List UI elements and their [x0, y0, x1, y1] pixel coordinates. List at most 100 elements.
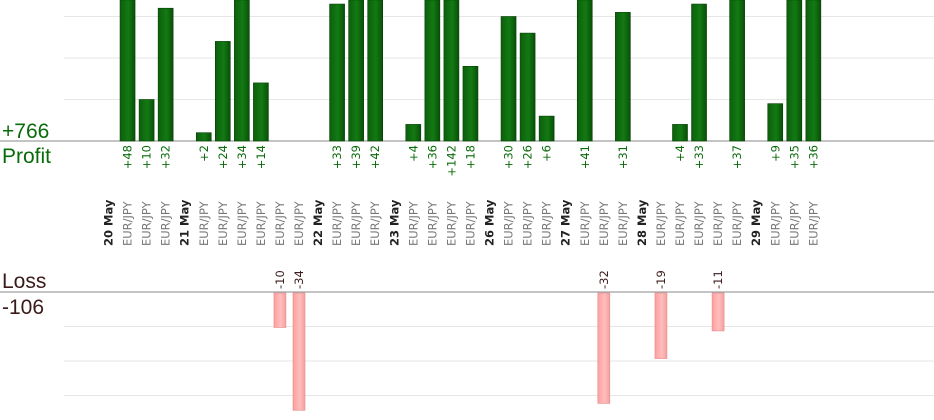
profit-value-label: +48 — [121, 145, 135, 169]
pair-label: EUR/JPY — [692, 200, 706, 246]
profit-value-label: +39 — [349, 145, 363, 169]
day-label: 28 May — [635, 199, 649, 246]
pair-label: EUR/JPY — [597, 200, 611, 246]
profit-value-label: +24 — [216, 145, 230, 169]
day-label: 29 May — [749, 199, 763, 246]
loss-value-label: -11 — [711, 270, 725, 289]
profit-bar — [576, 0, 593, 142]
pair-label: EUR/JPY — [197, 200, 211, 246]
profit-bar — [615, 12, 631, 142]
profit-bar — [672, 124, 688, 142]
loss-bar — [273, 292, 287, 328]
pair-label: EUR/JPY — [330, 200, 344, 246]
pair-label: EUR/JPY — [235, 200, 249, 246]
profit-value-label: +31 — [616, 145, 630, 169]
profit-value-label: +33 — [692, 145, 706, 169]
pair-label: EUR/JPY — [159, 200, 173, 246]
profit-value-label: +6 — [540, 145, 554, 162]
pair-label: EUR/JPY — [578, 200, 592, 246]
pair-label: EUR/JPY — [521, 200, 535, 246]
profit-value-label: +2 — [197, 145, 211, 162]
profit-bar — [119, 0, 136, 142]
profit-value-label: +37 — [730, 145, 744, 169]
profit-label: Profit — [2, 145, 51, 168]
pair-label: EUR/JPY — [254, 200, 268, 246]
day-label: 23 May — [387, 199, 401, 246]
profit-value-label: +35 — [787, 145, 801, 169]
pair-label: EUR/JPY — [121, 200, 135, 246]
pair-label: EUR/JPY — [768, 200, 782, 246]
profit-bar — [405, 124, 422, 142]
pair-label: EUR/JPY — [368, 200, 382, 246]
profit-value-label: +33 — [330, 145, 344, 169]
profit-value-label: +42 — [368, 145, 382, 169]
profit-value-label: +4 — [673, 145, 687, 162]
day-label: 22 May — [311, 199, 325, 246]
pair-label: EUR/JPY — [425, 200, 439, 246]
pair-label: EUR/JPY — [654, 200, 668, 246]
pair-label: EUR/JPY — [444, 200, 458, 246]
profit-value-label: +32 — [159, 145, 173, 169]
loss-bar — [711, 292, 725, 332]
x-axis-labels: 20 May EUR/JPY EUR/JPY EUR/JPY 21 May EUR/JPY… — [102, 199, 821, 246]
profit-value-label: +9 — [768, 145, 782, 162]
pair-label: EUR/JPY — [540, 200, 554, 246]
profit-bar — [462, 66, 479, 142]
loss-bar — [292, 292, 306, 411]
value-labels: +48 +10 +32 +2 +24 +34 +14 -10 -34 +33 +39 +42 +4 +36… — [121, 145, 821, 289]
profit-value-label: +36 — [806, 145, 820, 169]
profit-bar — [138, 99, 155, 142]
pair-label: EUR/JPY — [806, 200, 820, 246]
loss-value-label: -10 — [273, 270, 287, 289]
profit-bar — [253, 82, 269, 142]
pair-label: EUR/JPY — [730, 200, 744, 246]
loss-label: Loss — [2, 270, 46, 293]
profit-bar — [500, 16, 517, 142]
profit-bar — [519, 32, 536, 142]
pair-label: EUR/JPY — [292, 200, 306, 246]
profit-bar — [691, 3, 707, 142]
profit-total: +766 — [2, 120, 49, 143]
profit-value-label: +36 — [425, 145, 439, 169]
profit-bar — [538, 115, 555, 142]
loss-bar — [654, 292, 668, 359]
pair-label: EUR/JPY — [463, 200, 477, 246]
profit-bar — [443, 0, 460, 142]
profit-bar — [729, 0, 745, 142]
profit-value-label: +18 — [463, 145, 477, 169]
profit-bar — [215, 41, 231, 142]
profit-bar — [767, 103, 784, 142]
day-label: 20 May — [102, 199, 116, 246]
profit-bar — [424, 0, 441, 142]
loss-value-label: -32 — [597, 270, 611, 289]
pair-label: EUR/JPY — [711, 200, 725, 246]
day-label: 27 May — [559, 199, 573, 246]
profit-bars — [119, 0, 822, 142]
loss-gridlines — [64, 326, 934, 396]
profit-value-label: +41 — [578, 145, 592, 169]
pair-label: EUR/JPY — [349, 200, 363, 246]
pair-label: EUR/JPY — [616, 200, 630, 246]
profit-gridlines — [64, 16, 934, 100]
profit-value-label: +10 — [140, 145, 154, 169]
profit-bar — [805, 0, 822, 142]
day-label: 26 May — [483, 199, 497, 246]
loss-value-label: -34 — [292, 270, 306, 289]
profit-bar — [195, 132, 212, 142]
pair-label: EUR/JPY — [216, 200, 230, 246]
profit-value-label: +34 — [235, 145, 249, 169]
loss-bars — [273, 292, 725, 411]
profit-bar — [348, 0, 364, 142]
profit-value-label: +14 — [254, 145, 268, 169]
pair-label: EUR/JPY — [406, 200, 420, 246]
pair-label: EUR/JPY — [273, 200, 287, 246]
profit-value-label: +30 — [502, 145, 516, 169]
profit-bar — [234, 0, 250, 142]
loss-total: -106 — [2, 296, 44, 319]
profit-bar — [786, 0, 803, 142]
pair-label: EUR/JPY — [140, 200, 154, 246]
pair-label: EUR/JPY — [787, 200, 801, 246]
profit-bar — [157, 7, 174, 142]
pair-label: EUR/JPY — [502, 200, 516, 246]
